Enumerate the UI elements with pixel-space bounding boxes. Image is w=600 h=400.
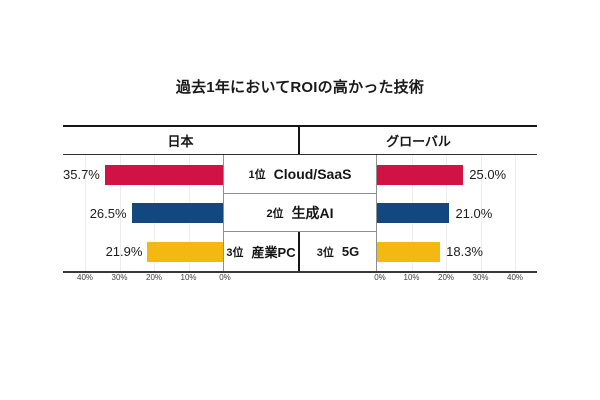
value-label-japan-gen-ai: 26.5% <box>89 205 127 221</box>
axis-tick-right-10: 10% <box>403 273 420 282</box>
chart-row-rank3: 21.9% 3位 産業PC 3位 5G 18.3% <box>63 232 537 271</box>
value-label-global-gen-ai: 21.0% <box>455 205 493 221</box>
gridline-left-40 <box>85 155 86 271</box>
axis-tick-right-20: 20% <box>437 273 455 282</box>
bar-global-cloud-saas <box>377 164 464 185</box>
bar-global-gen-ai <box>377 203 450 223</box>
chart-title: 過去1年においてROIの高かった技術 <box>175 79 425 96</box>
header-label-global: グローバル <box>386 134 451 149</box>
axis-tick-right-0: 0% <box>374 273 386 282</box>
center-cell-japan-industrial-pc: 3位 産業PC <box>224 232 300 271</box>
center-label-cell-row3: 3位 産業PC 3位 5G <box>223 232 377 271</box>
value-label-japan-cloud-saas: 35.7% <box>63 167 100 182</box>
chart-row-cloud-saas: 35.7% 1位 Cloud/SaaS 25.0% <box>63 155 537 194</box>
rank-label-row2: 2位 <box>266 207 284 220</box>
axis-tick-left-30: 30% <box>111 273 128 282</box>
global-bar-zone-row3: 18.3% <box>377 232 537 271</box>
tech-label-row2: 生成AI <box>291 204 334 221</box>
header-label-japan: 日本 <box>167 134 194 149</box>
rank-label-row1: 1位 <box>248 169 266 181</box>
japan-bar-zone-row1: 35.7% <box>63 155 223 194</box>
center-label-cell-row2: 2位 生成AI <box>223 194 377 232</box>
axis-tick-left-40: 40% <box>76 273 94 282</box>
axis-tick-right-40: 40% <box>506 273 524 282</box>
bar-global-5g <box>377 241 441 262</box>
value-label-japan-industrial-pc: 21.9% <box>105 244 143 259</box>
japan-bar-zone-row3: 21.9% <box>63 232 223 271</box>
bar-japan-cloud-saas <box>104 164 223 185</box>
tech-label-row3-global: 5G <box>341 244 360 259</box>
plot-area: 35.7% 1位 Cloud/SaaS 25.0% 26.5% <box>63 155 537 273</box>
axis-tick-left-0: 0% <box>219 273 231 282</box>
axis-tick-left-10: 10% <box>180 273 197 282</box>
axis-tick-left-20: 20% <box>145 273 163 282</box>
rank-label-row3-global: 3位 <box>316 246 334 259</box>
tech-label-row3-japan: 産業PC <box>251 245 296 260</box>
bar-japan-gen-ai <box>131 203 223 223</box>
value-label-global-5g: 18.3% <box>446 244 483 259</box>
tech-label-row1: Cloud/SaaS <box>273 166 352 182</box>
table-header-row: 日本 グローバル <box>63 125 537 155</box>
header-cell-global: グローバル <box>300 127 537 154</box>
gridline-left-30 <box>119 155 121 271</box>
global-bar-zone-row2: 21.0% <box>377 194 537 232</box>
gridline-right-40 <box>515 155 516 271</box>
axis-tick-right-30: 30% <box>472 273 489 282</box>
chart-row-gen-ai: 26.5% 2位 生成AI 21.0% <box>63 194 537 232</box>
header-cell-japan: 日本 <box>63 127 300 154</box>
global-bar-zone-row1: 25.0% <box>377 155 537 194</box>
rank-label-row3-japan: 3位 <box>226 246 244 259</box>
bar-japan-industrial-pc <box>147 241 223 262</box>
gridline-right-30 <box>480 155 482 271</box>
value-label-global-cloud-saas: 25.0% <box>469 167 507 182</box>
comparison-table: 日本 グローバル 35.7% 1位 <box>63 125 537 273</box>
center-cell-global-5g: 3位 5G <box>300 232 376 271</box>
japan-bar-zone-row2: 26.5% <box>63 194 223 232</box>
center-label-cell-row1: 1位 Cloud/SaaS <box>223 155 377 194</box>
